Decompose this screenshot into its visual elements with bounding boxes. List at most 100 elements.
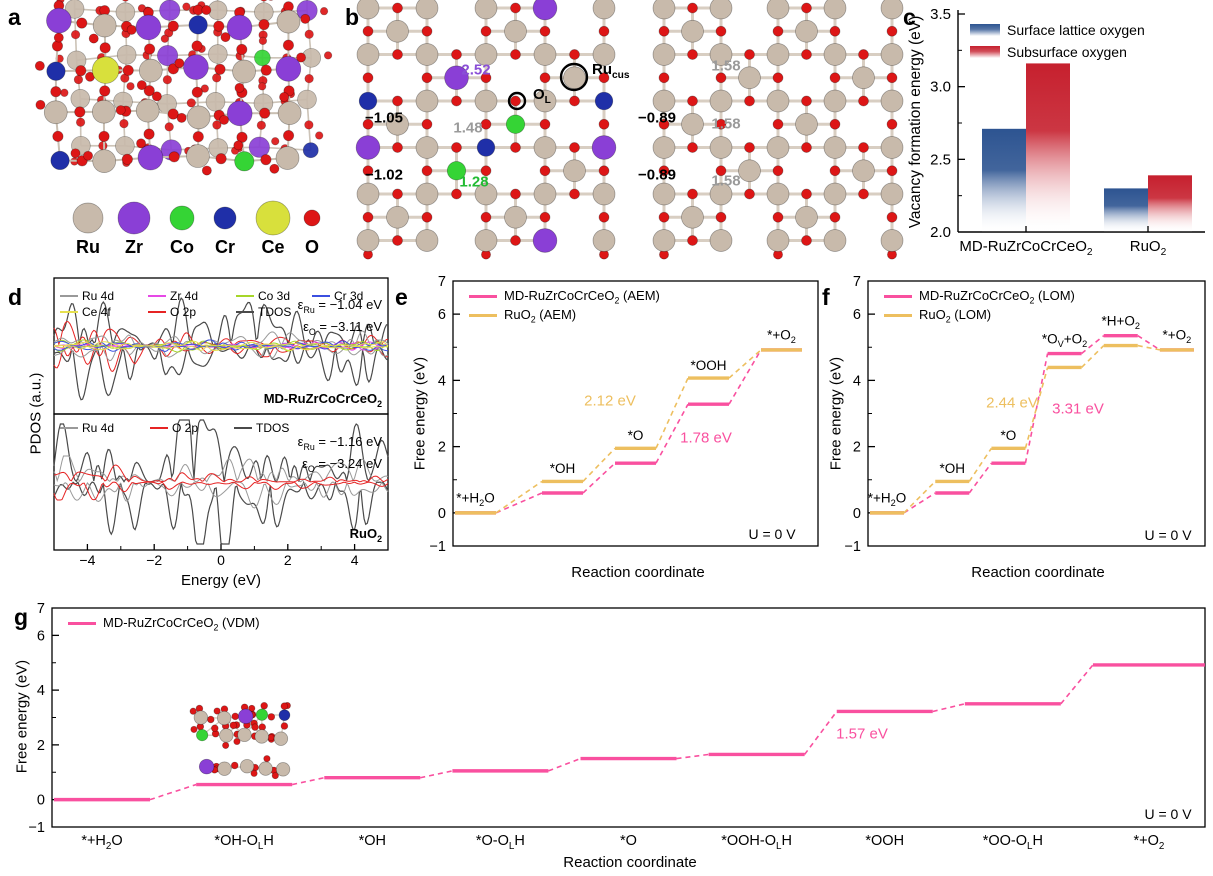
atom-Zr bbox=[226, 14, 253, 41]
atom-Ru bbox=[92, 13, 117, 38]
atom-Zr bbox=[591, 135, 617, 160]
atom-Ru bbox=[652, 0, 676, 20]
g-y-axis-title: Free energy (eV) bbox=[13, 659, 31, 774]
atom-O bbox=[658, 25, 670, 37]
g-step-label: *+H2O bbox=[81, 833, 123, 852]
f-energy-annotation: 2.44 eV bbox=[986, 394, 1038, 412]
atom-O bbox=[421, 25, 433, 37]
bader-charge-label: −1.02 bbox=[365, 166, 403, 184]
f-condition-label: U = 0 V bbox=[1144, 527, 1192, 543]
d-legend-item: Ru 4d bbox=[60, 421, 114, 435]
bar-Subsurface-oxygen bbox=[1148, 175, 1192, 232]
atom-O bbox=[83, 150, 94, 161]
atom-O bbox=[801, 142, 812, 153]
atom-O bbox=[230, 761, 239, 770]
atom-Ru bbox=[880, 0, 904, 20]
atom-O bbox=[222, 741, 230, 749]
atom-O bbox=[451, 49, 462, 60]
bader-charge-label: 1.58 bbox=[711, 172, 741, 190]
c-y-tick: 2.5 bbox=[930, 151, 951, 168]
atom-Ru bbox=[115, 2, 136, 22]
bader-charge-label: 2.52 bbox=[461, 61, 491, 79]
atom-O bbox=[176, 112, 187, 123]
c-legend-item: Surface lattice oxygen bbox=[970, 22, 1145, 38]
atom-O bbox=[76, 17, 88, 29]
atom-O bbox=[539, 72, 551, 84]
atom-O bbox=[280, 722, 289, 730]
atom-O bbox=[250, 769, 258, 777]
atom-Co bbox=[169, 205, 195, 231]
dos-curve bbox=[53, 464, 389, 483]
d-legend-item: Ru 4d bbox=[60, 289, 114, 303]
atom-Ru bbox=[766, 136, 790, 159]
atom-Ru bbox=[258, 761, 273, 776]
site-label: Rucus bbox=[592, 61, 630, 81]
atom-O bbox=[362, 165, 374, 177]
atom-O bbox=[119, 119, 129, 129]
atom-O bbox=[215, 153, 227, 165]
atom-O bbox=[213, 20, 225, 32]
atom-Ru bbox=[70, 88, 91, 109]
dos-curve bbox=[53, 455, 389, 483]
d-legend-text: TDOS bbox=[258, 305, 292, 319]
atom-O bbox=[658, 165, 670, 177]
c-category-label: MD-RuZrCoCrCeO2 bbox=[959, 238, 1093, 258]
atom-Ru bbox=[823, 0, 847, 20]
atom-O bbox=[772, 211, 784, 223]
atom-O bbox=[201, 165, 212, 176]
step-connector bbox=[548, 757, 581, 772]
atom-O bbox=[569, 142, 580, 153]
atom-Ru bbox=[193, 710, 209, 725]
band-center-annotation: εO = −3.24 eV bbox=[302, 456, 382, 474]
bader-charge-label: −1.05 bbox=[365, 109, 403, 127]
d-legend-line bbox=[150, 426, 168, 430]
atom-O bbox=[715, 118, 727, 130]
atom-O bbox=[53, 32, 64, 43]
atom-O bbox=[121, 153, 133, 165]
atom-O bbox=[480, 118, 492, 130]
atom-O bbox=[480, 211, 492, 223]
atom-Ru bbox=[795, 19, 818, 43]
atom-Ru bbox=[709, 229, 733, 252]
atom-Zr bbox=[226, 100, 253, 127]
f-y-tick: 0 bbox=[853, 506, 861, 522]
e-legend-text: RuO2 (AEM) bbox=[504, 307, 577, 325]
atom-O bbox=[687, 188, 698, 200]
dos-curve bbox=[53, 340, 389, 347]
atom-O bbox=[167, 20, 179, 32]
atom-O bbox=[421, 72, 433, 84]
atom-O bbox=[569, 188, 580, 200]
atom-O bbox=[392, 188, 403, 200]
bar-Subsurface-oxygen bbox=[1026, 63, 1070, 233]
panel-a-structure bbox=[34, 0, 333, 176]
e-y-tick: 4 bbox=[438, 373, 446, 389]
atom-O bbox=[392, 49, 403, 60]
atom-Ru bbox=[823, 89, 847, 113]
atom-O bbox=[858, 188, 869, 200]
atom-O bbox=[75, 117, 86, 127]
atom-Ru bbox=[592, 0, 616, 20]
atom-Zr bbox=[183, 54, 209, 80]
atom-O bbox=[189, 707, 197, 715]
g-y-tick: 7 bbox=[37, 601, 45, 617]
atom-O bbox=[451, 142, 462, 153]
atom-O bbox=[598, 211, 610, 223]
step-connector bbox=[1024, 353, 1049, 464]
atom-O bbox=[772, 25, 784, 37]
panel-c-bar-chart: 2.0 2.5 3.0 3.5 bbox=[930, 6, 1205, 241]
atom-O bbox=[200, 84, 209, 93]
step-connector bbox=[1024, 367, 1049, 449]
e-y-tick: 6 bbox=[438, 307, 446, 323]
atom-Ru bbox=[880, 89, 904, 113]
atom-O bbox=[164, 122, 174, 132]
panel-label-g: g bbox=[14, 604, 29, 630]
d-legend-item: Co 3d bbox=[236, 289, 290, 303]
structure-inset bbox=[189, 701, 291, 780]
d-x-tick: −4 bbox=[79, 552, 95, 568]
atom-O bbox=[174, 58, 185, 69]
g-step-label: *+O2 bbox=[1133, 833, 1165, 852]
atom-O bbox=[658, 72, 670, 84]
atom-O bbox=[52, 130, 64, 142]
atom-O bbox=[212, 73, 222, 83]
f-step-label: *OV+O2 bbox=[1041, 330, 1088, 349]
